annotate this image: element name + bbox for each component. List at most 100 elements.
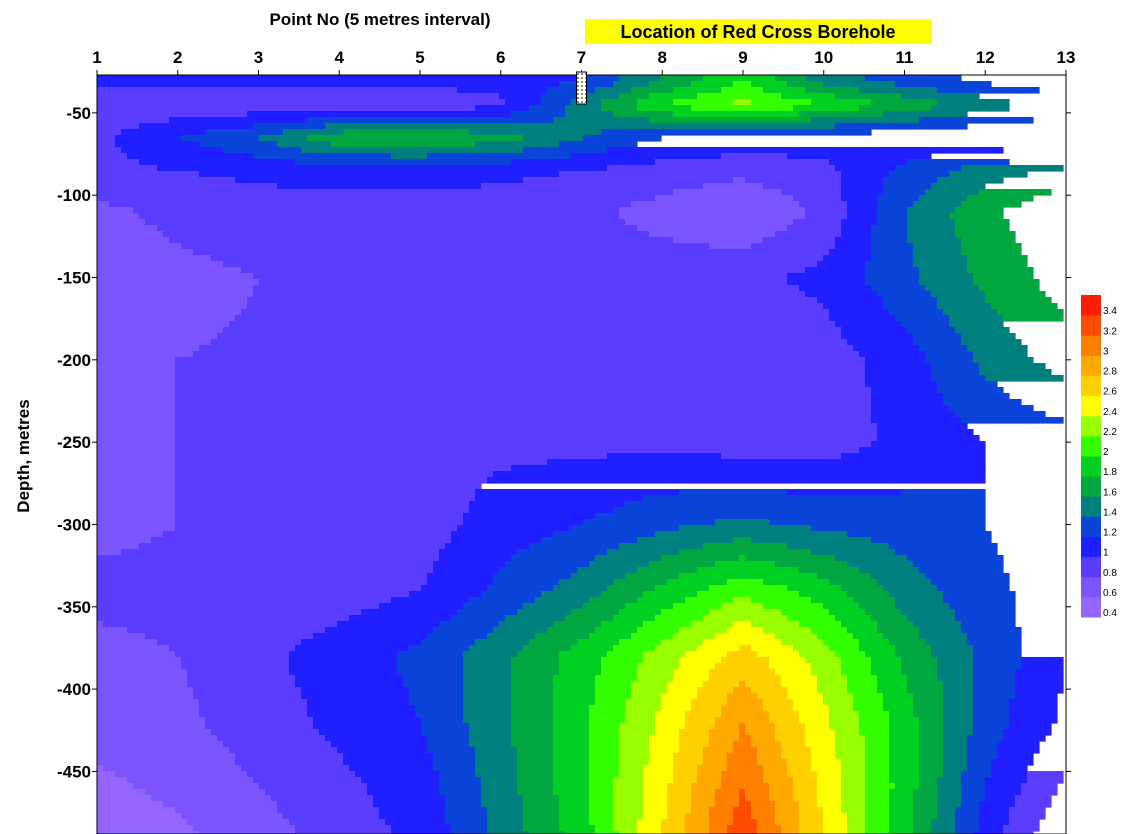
contour-band-cell (607, 585, 656, 592)
contour-band-cell (97, 483, 176, 490)
contour-band-cell (751, 807, 776, 814)
contour-band-cell (469, 729, 512, 736)
contour-band-cell (241, 765, 350, 772)
contour-band-cell (175, 495, 476, 502)
contour-band-cell (397, 651, 464, 658)
contour-band-cell (931, 105, 1010, 112)
contour-band-cell (673, 753, 704, 760)
contour-band-cell (961, 627, 1022, 634)
contour-band-cell (745, 729, 776, 736)
contour-band-cell (865, 831, 890, 834)
contour-band-cell (715, 663, 770, 670)
contour-band-cell (385, 819, 446, 826)
contour-band-cell (973, 651, 1022, 658)
contour-band-cell (775, 801, 800, 808)
contour-band-cell (805, 213, 848, 220)
contour-band-cell (913, 807, 938, 814)
y-tick-label: -450 (57, 762, 91, 781)
contour-band-cell (871, 285, 926, 292)
contour-band-cell (643, 495, 986, 502)
contour-band-cell (619, 741, 650, 748)
contour-band-cell (973, 645, 1022, 652)
contour-band-cell (985, 297, 1052, 304)
contour-band-cell (1015, 693, 1058, 700)
contour-band-cell (187, 819, 290, 826)
contour-band-cell (625, 219, 794, 226)
contour-band-cell (799, 621, 842, 628)
contour-band-cell (889, 795, 914, 802)
contour-band-cell (955, 807, 980, 814)
contour-band-cell (565, 111, 614, 118)
contour-band-cell (703, 681, 740, 688)
contour-band-cell (553, 621, 602, 628)
contour-band-cell (817, 681, 848, 688)
contour-band-cell (871, 399, 944, 406)
borehole-column (576, 71, 587, 105)
contour-band-cell (967, 741, 998, 748)
contour-band-cell (715, 633, 776, 640)
contour-band-cell (757, 693, 788, 700)
contour-band-cell (523, 819, 560, 826)
contour-band-cell (943, 711, 974, 718)
contour-band-cell (589, 723, 620, 730)
contour-band-cell (97, 255, 212, 262)
contour-band-cell (97, 771, 116, 778)
contour-band-cell (655, 615, 704, 622)
contour-band-cell (631, 687, 668, 694)
contour-band-cell (97, 585, 422, 592)
contour-band-cell (853, 699, 884, 706)
contour-band-cell (589, 813, 614, 820)
contour-band-cell (865, 273, 920, 280)
contour-band-cell (667, 813, 686, 820)
contour-band-cell (349, 765, 434, 772)
y-tick-label: -350 (57, 598, 91, 617)
contour-band-cell (745, 681, 782, 688)
contour-band-cell (697, 687, 734, 694)
contour-band-cell (553, 687, 596, 694)
contour-band-cell (865, 765, 890, 772)
contour-band-cell (97, 531, 164, 538)
contour-band-cell (451, 831, 488, 834)
contour-band-cell (661, 699, 692, 706)
contour-band-cell (793, 105, 860, 112)
contour-band-cell (397, 657, 464, 664)
contour-band-cell (865, 807, 890, 814)
colorbar-label: 3.2 (1103, 326, 1117, 337)
contour-band-cell (175, 363, 866, 370)
contour-band-cell (805, 723, 830, 730)
contour-band-cell (607, 165, 836, 172)
contour-band-cell (97, 225, 158, 232)
contour-band-cell (97, 591, 410, 598)
contour-band-cell (97, 801, 164, 808)
contour-band-cell (97, 219, 146, 226)
contour-band-cell (637, 669, 674, 676)
contour-band-cell (853, 705, 884, 712)
contour-band-cell (613, 825, 638, 832)
contour-band-cell (841, 195, 878, 202)
contour-band-cell (97, 675, 188, 682)
contour-band-cell (715, 795, 740, 802)
contour-band-cell (139, 543, 446, 550)
contour-band-cell (481, 801, 524, 808)
contour-band-cell (1021, 789, 1058, 796)
contour-band-cell (655, 159, 830, 166)
contour-band-cell (787, 279, 866, 286)
contour-band-cell (97, 387, 176, 394)
contour-band-cell (97, 327, 224, 334)
contour-band-cell (979, 825, 1004, 832)
contour-band-cell (553, 759, 590, 766)
contour-band-cell (811, 525, 986, 532)
contour-band-cell (175, 405, 872, 412)
contour-band-cell (721, 711, 770, 718)
contour-band-cell (481, 591, 542, 598)
contour-band-cell (883, 111, 968, 118)
contour-band-cell (721, 87, 764, 94)
contour-band-cell (397, 663, 464, 670)
contour-band-cell (199, 171, 560, 178)
contour-band-cell (847, 561, 914, 568)
contour-band-cell (619, 213, 806, 220)
contour-band-cell (901, 93, 980, 100)
contour-band-cell (409, 687, 464, 694)
contour-band-cell (775, 231, 842, 238)
contour-band-cell (889, 723, 920, 730)
